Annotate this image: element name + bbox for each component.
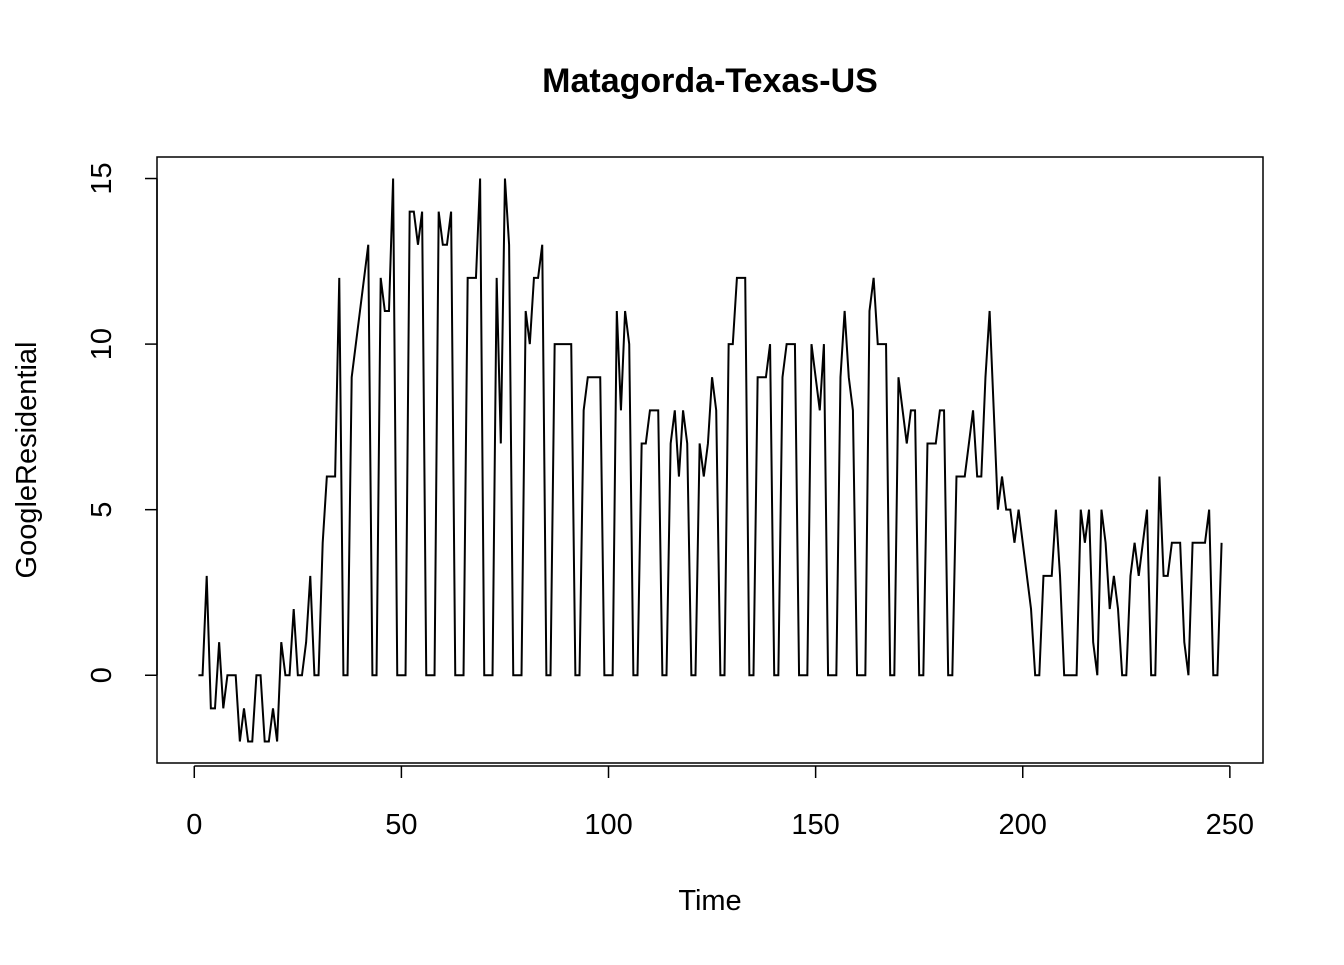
x-tick-label: 50 bbox=[385, 809, 417, 841]
series-layer bbox=[198, 178, 1223, 743]
y-axis: 0 5 10 15 bbox=[86, 162, 158, 683]
x-tick-label: 250 bbox=[1206, 809, 1254, 841]
x-axis-label: Time bbox=[678, 885, 741, 917]
y-tick-label: 5 bbox=[86, 502, 118, 518]
x-tick-label: 0 bbox=[186, 809, 202, 841]
chart-title: Matagorda-Texas-US bbox=[542, 62, 878, 100]
series-line bbox=[198, 178, 1223, 743]
x-tick-label: 150 bbox=[791, 809, 839, 841]
x-tick-label: 100 bbox=[584, 809, 632, 841]
y-tick-label: 10 bbox=[86, 328, 118, 360]
x-tick-label: 200 bbox=[999, 809, 1047, 841]
y-tick-label: 0 bbox=[86, 667, 118, 683]
y-axis-label: GoogleResidential bbox=[11, 342, 43, 579]
x-axis: 0 50 100 150 200 250 bbox=[186, 765, 1254, 841]
y-tick-label: 15 bbox=[86, 162, 118, 194]
